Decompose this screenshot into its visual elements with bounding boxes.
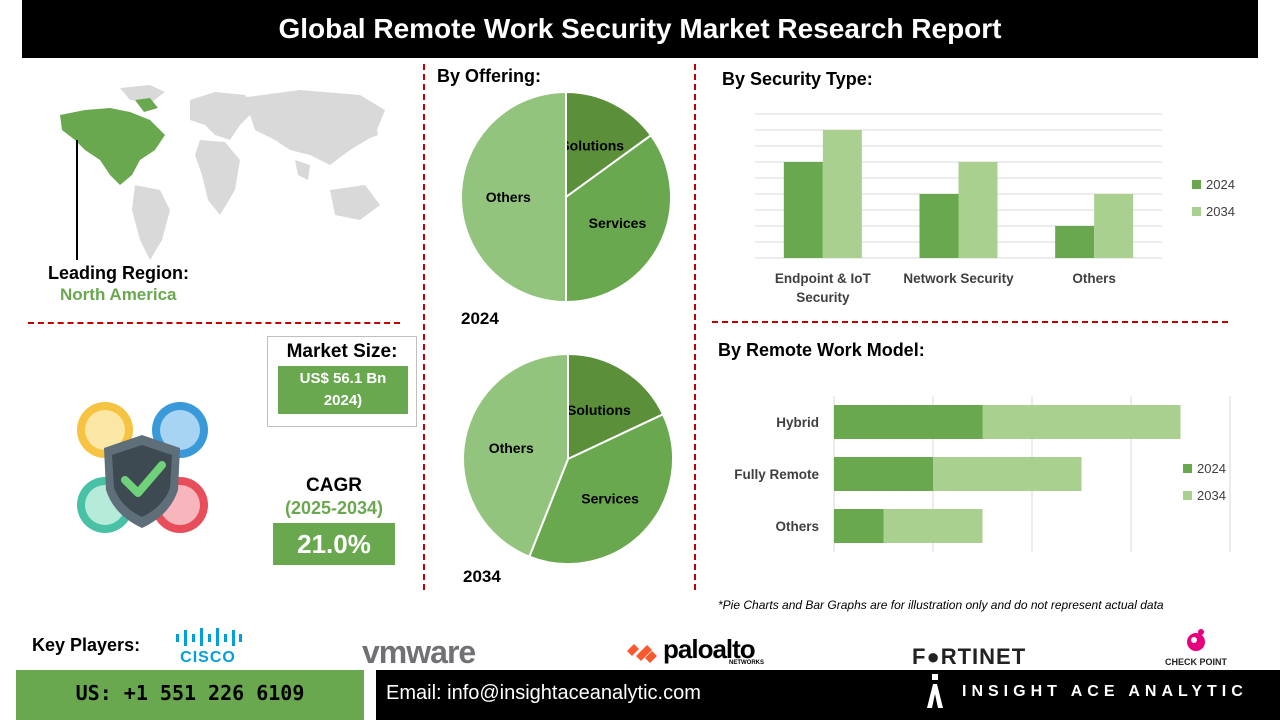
checkpoint-text: CHECK POINT bbox=[1164, 657, 1227, 667]
footnote: *Pie Charts and Bar Graphs are for illus… bbox=[718, 598, 1164, 612]
x-tick-label: Security bbox=[796, 290, 850, 305]
y-tick-label: Others bbox=[775, 519, 819, 534]
cagr-period: (2025-2034) bbox=[284, 498, 384, 518]
pie-2024-slice-others bbox=[460, 90, 567, 304]
bar-hybrid-2024 bbox=[834, 405, 983, 439]
fortinet-logo: F●RTINET bbox=[912, 644, 1027, 669]
pie-chart-2024: Solutions Services Others bbox=[460, 90, 672, 304]
divider-left-horizontal bbox=[28, 322, 400, 324]
bar-fully-remote-2024 bbox=[834, 457, 933, 491]
footer-phone: US: +1 551 226 6109 bbox=[16, 670, 364, 720]
leading-region-heading: Leading Region: bbox=[48, 263, 189, 283]
pie-chart-2034: Solutions Services Others bbox=[462, 352, 674, 565]
checkpoint-mark-icon bbox=[1187, 629, 1205, 651]
bar-others-2034 bbox=[883, 509, 983, 543]
legend-label-2034: 2034 bbox=[1197, 488, 1226, 503]
market-size-heading: Market Size: bbox=[286, 341, 398, 362]
legend-swatch-2034 bbox=[1183, 491, 1192, 500]
bar-others-2034 bbox=[1094, 194, 1134, 258]
pie-2034-slice-services bbox=[528, 412, 674, 565]
bar-fully-remote-2034 bbox=[933, 457, 1082, 491]
pie-2034-label-solutions: Solutions bbox=[567, 402, 631, 418]
legend-label-2024: 2024 bbox=[1206, 177, 1235, 192]
paloalto-text: paloalto bbox=[663, 634, 756, 664]
pie-2024-label-others: Others bbox=[486, 189, 531, 205]
bar-others-2024 bbox=[1055, 226, 1095, 258]
pie-2024-label-solutions: Solutions bbox=[560, 138, 624, 154]
checkpoint-logo: CHECK POINT bbox=[1160, 628, 1232, 667]
footer-bar bbox=[376, 670, 1280, 720]
bar-others-2024 bbox=[834, 509, 884, 543]
bar-network-security-2034 bbox=[958, 162, 998, 258]
security-shield-icon bbox=[77, 402, 208, 533]
divider-right-horizontal bbox=[712, 321, 1228, 323]
divider-right bbox=[694, 64, 696, 590]
leading-region-value: North America bbox=[60, 285, 177, 304]
pie-2034-label-services: Services bbox=[581, 491, 639, 507]
bar-network-security-2024 bbox=[919, 194, 959, 258]
world-map bbox=[60, 85, 385, 260]
pie-2024-slice-solutions bbox=[565, 90, 653, 199]
bar-chart-security-type: Endpoint & IoT Security Network Security Ot… bbox=[755, 113, 1235, 305]
bar-endpoint-iot-security-2034 bbox=[822, 130, 862, 258]
offering-title: By Offering: bbox=[437, 66, 542, 86]
x-tick-label: Network Security bbox=[903, 271, 1014, 286]
pie-2034-slice-others bbox=[462, 352, 569, 558]
cisco-bars-icon bbox=[176, 628, 242, 646]
legend-label-2024: 2024 bbox=[1197, 461, 1226, 476]
footer-email: Email: info@insightaceanalytic.com bbox=[386, 682, 701, 704]
legend-swatch-2034 bbox=[1192, 207, 1201, 216]
cagr-heading: CAGR bbox=[306, 475, 362, 496]
pie-2034-label: 2034 bbox=[463, 567, 501, 586]
paloalto-mark-icon bbox=[627, 644, 657, 663]
cisco-text: CISCO bbox=[180, 649, 236, 666]
y-tick-label: Fully Remote bbox=[734, 467, 819, 482]
remote-model-title: By Remote Work Model: bbox=[718, 340, 925, 360]
cisco-logo: CISCO bbox=[172, 628, 244, 667]
footer-brand: INSIGHT ACE ANALYTIC bbox=[962, 683, 1248, 700]
map-pointer-line bbox=[76, 140, 78, 260]
divider-left bbox=[423, 64, 425, 590]
page-title: Global Remote Work Security Market Resea… bbox=[22, 0, 1258, 58]
pie-2024-slice-services bbox=[565, 133, 672, 304]
y-tick-label: Hybrid bbox=[776, 415, 819, 430]
pie-2024-label: 2024 bbox=[461, 309, 499, 328]
x-tick-label: Endpoint & IoT bbox=[775, 271, 872, 286]
legend-swatch-2024 bbox=[1183, 464, 1192, 473]
security-type-title: By Security Type: bbox=[722, 69, 873, 89]
bar-chart-remote-model: Hybrid Fully Remote Others 2024 2034 bbox=[734, 396, 1231, 552]
legend-swatch-2024 bbox=[1192, 180, 1201, 189]
pie-2024-label-services: Services bbox=[589, 215, 647, 231]
market-size-value: US$ 56.1 Bn 2024) bbox=[278, 366, 408, 414]
legend-label-2034: 2034 bbox=[1206, 204, 1235, 219]
vmware-logo: vmware bbox=[362, 634, 476, 670]
market-size-card: Market Size: US$ 56.1 Bn 2024) bbox=[267, 336, 417, 427]
key-players-label: Key Players: bbox=[32, 635, 141, 655]
cagr-value: 21.0% bbox=[273, 523, 395, 565]
x-tick-label: Others bbox=[1072, 271, 1116, 286]
insight-ace-logo-icon bbox=[927, 674, 943, 708]
pie-2034-label-others: Others bbox=[489, 440, 534, 456]
paloalto-sub: NETWORKS bbox=[729, 660, 764, 666]
bar-hybrid-2034 bbox=[982, 405, 1181, 439]
bar-endpoint-iot-security-2024 bbox=[783, 162, 823, 258]
pie-2034-slice-solutions bbox=[567, 352, 665, 461]
